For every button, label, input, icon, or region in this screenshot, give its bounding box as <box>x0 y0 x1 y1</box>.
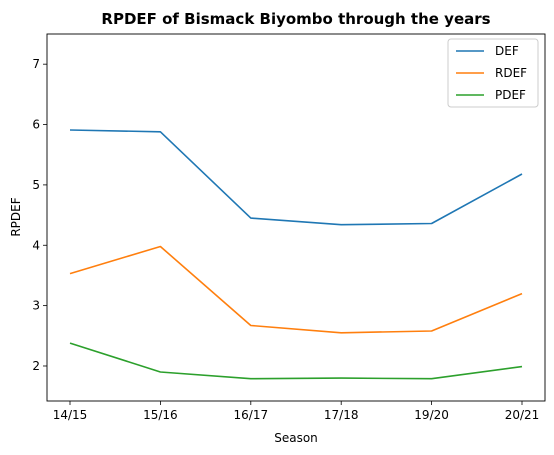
y-tick-label: 2 <box>32 359 40 373</box>
y-tick-label: 3 <box>32 299 40 313</box>
series-line-rdef <box>69 245 523 334</box>
plot-area <box>69 129 523 380</box>
legend: DEF RDEF PDEF <box>447 38 539 108</box>
x-tick-label: 20/21 <box>505 408 540 422</box>
y-tick-label: 4 <box>32 238 40 252</box>
y-tick-label: 6 <box>32 118 40 132</box>
series-line-def <box>69 129 523 226</box>
legend-label-rdef: RDEF <box>495 66 527 80</box>
chart-title: RPDEF of Bismack Biyombo through the yea… <box>101 10 490 28</box>
legend-label-def: DEF <box>495 44 519 58</box>
y-tick-label: 7 <box>32 57 40 71</box>
x-tick-label: 16/17 <box>234 408 269 422</box>
x-tick-label: 14/15 <box>53 408 88 422</box>
x-tick-label: 17/18 <box>324 408 359 422</box>
x-tick-label: 19/20 <box>414 408 449 422</box>
legend-label-pdef: PDEF <box>495 88 526 102</box>
x-tick-label: 15/16 <box>143 408 178 422</box>
y-tick-label: 5 <box>32 178 40 192</box>
axis-ticks: 14/15 15/16 16/17 17/18 19/20 20/21 2 3 4 5 6 7 <box>32 57 539 422</box>
x-axis-label: Season <box>274 431 318 445</box>
series-line-pdef <box>69 342 523 380</box>
y-axis-label: RPDEF <box>9 197 23 236</box>
axes-frame <box>46 33 546 402</box>
legend-frame <box>447 38 539 108</box>
